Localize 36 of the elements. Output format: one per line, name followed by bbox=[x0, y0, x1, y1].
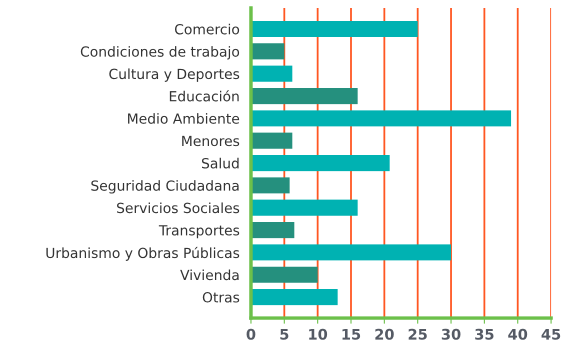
bar bbox=[250, 66, 292, 82]
y-tick-label: Vivienda bbox=[180, 269, 239, 280]
bar bbox=[250, 154, 390, 172]
y-tick-label: Medio Ambiente bbox=[128, 113, 240, 124]
y-tick-label: Transportes bbox=[158, 225, 240, 238]
bar bbox=[250, 289, 338, 306]
x-tick-label: 10 bbox=[309, 328, 328, 340]
x-tick-label: 30 bbox=[442, 328, 460, 340]
bar bbox=[250, 222, 294, 238]
y-tick-label: Salud bbox=[202, 158, 239, 169]
x-tick-label: 15 bbox=[342, 328, 360, 340]
bar bbox=[250, 266, 318, 283]
bar bbox=[250, 177, 290, 194]
bar bbox=[250, 132, 292, 149]
x-tick-label: 5 bbox=[280, 328, 288, 340]
bar bbox=[250, 20, 418, 38]
y-tick-label: Servicios Sociales bbox=[117, 202, 240, 214]
bar bbox=[250, 244, 452, 260]
x-tick-label: 25 bbox=[408, 328, 427, 340]
x-tick-label: 0 bbox=[246, 328, 256, 340]
x-tick-label: 45 bbox=[542, 328, 560, 340]
x-tick-label: 40 bbox=[508, 328, 528, 340]
y-tick-label: Educación bbox=[170, 90, 239, 102]
x-tick-label: 20 bbox=[375, 328, 394, 340]
bar bbox=[250, 110, 512, 126]
y-tick-label: Urbanismo y Obras Públicas bbox=[46, 246, 240, 261]
y-tick-label: Comercio bbox=[174, 24, 240, 34]
y-tick-label: Otras bbox=[202, 292, 240, 303]
y-tick-label: Menores bbox=[182, 136, 240, 146]
y-tick-label: Seguridad Ciudadana bbox=[91, 180, 239, 194]
bar bbox=[250, 43, 284, 60]
bar bbox=[250, 200, 358, 216]
y-tick-label: Cultura y Deportes bbox=[109, 68, 240, 82]
bar bbox=[250, 88, 358, 104]
y-tick-label: Condiciones de trabajo bbox=[80, 46, 240, 60]
x-tick-label: 35 bbox=[475, 328, 494, 340]
